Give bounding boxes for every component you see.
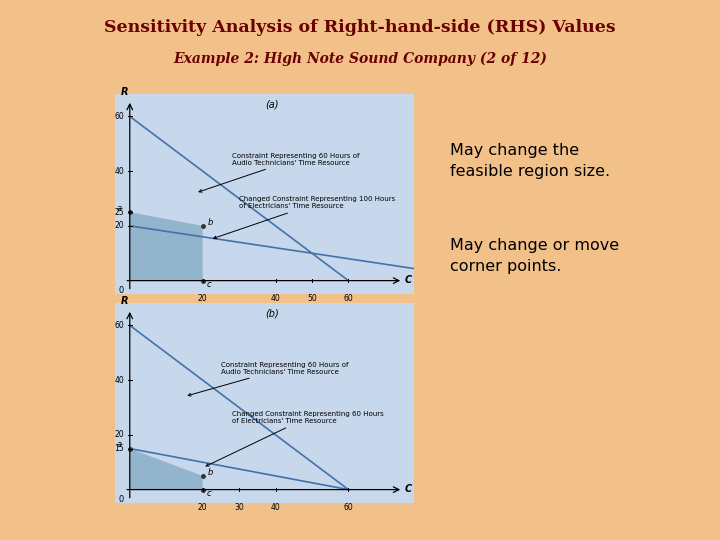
Text: C: C xyxy=(405,484,412,494)
Text: c: c xyxy=(207,280,211,289)
Text: b: b xyxy=(208,218,214,226)
Text: C: C xyxy=(405,275,412,285)
Text: May change or move
corner points.: May change or move corner points. xyxy=(450,238,619,274)
Text: a: a xyxy=(117,204,122,213)
Text: 20: 20 xyxy=(198,503,207,512)
Text: a: a xyxy=(117,440,122,449)
Text: 40: 40 xyxy=(114,376,125,384)
Polygon shape xyxy=(130,449,202,490)
Text: 15: 15 xyxy=(114,444,125,453)
Text: 60: 60 xyxy=(343,503,354,512)
Text: Sensitivity Analysis of Right-hand-side (RHS) Values: Sensitivity Analysis of Right-hand-side … xyxy=(104,19,616,36)
Text: Changed Constraint Representing 60 Hours
of Electricians' Time Resource: Changed Constraint Representing 60 Hours… xyxy=(206,411,384,466)
Text: 20: 20 xyxy=(198,294,207,303)
Text: b: b xyxy=(208,468,214,476)
Text: 0: 0 xyxy=(119,286,124,295)
Polygon shape xyxy=(130,212,202,281)
Text: R: R xyxy=(121,296,128,306)
Text: 20: 20 xyxy=(114,430,125,440)
Text: 50: 50 xyxy=(307,294,317,303)
Text: Constraint Representing 60 Hours of
Audio Technicians' Time Resource: Constraint Representing 60 Hours of Audi… xyxy=(188,362,348,396)
Text: 30: 30 xyxy=(234,503,244,512)
Text: 40: 40 xyxy=(271,503,280,512)
Text: 40: 40 xyxy=(114,167,125,176)
Text: Constraint Representing 60 Hours of
Audio Technicians' Time Resource: Constraint Representing 60 Hours of Audi… xyxy=(199,153,359,192)
Text: May change the
feasible region size.: May change the feasible region size. xyxy=(450,143,610,179)
Text: (a): (a) xyxy=(265,99,279,110)
Text: Changed Constraint Representing 100 Hours
of Electricians' Time Resource: Changed Constraint Representing 100 Hour… xyxy=(214,197,395,239)
Text: Example 2: High Note Sound Company (2 of 12): Example 2: High Note Sound Company (2 of… xyxy=(173,51,547,66)
Text: 25: 25 xyxy=(114,208,125,217)
Text: 40: 40 xyxy=(271,294,280,303)
Text: 20: 20 xyxy=(114,221,125,231)
Text: 60: 60 xyxy=(343,294,354,303)
Text: c: c xyxy=(207,489,211,498)
Text: 0: 0 xyxy=(119,495,124,504)
Text: R: R xyxy=(121,87,128,97)
Text: (b): (b) xyxy=(265,308,279,319)
Text: 60: 60 xyxy=(114,321,125,330)
Text: 60: 60 xyxy=(114,112,125,121)
